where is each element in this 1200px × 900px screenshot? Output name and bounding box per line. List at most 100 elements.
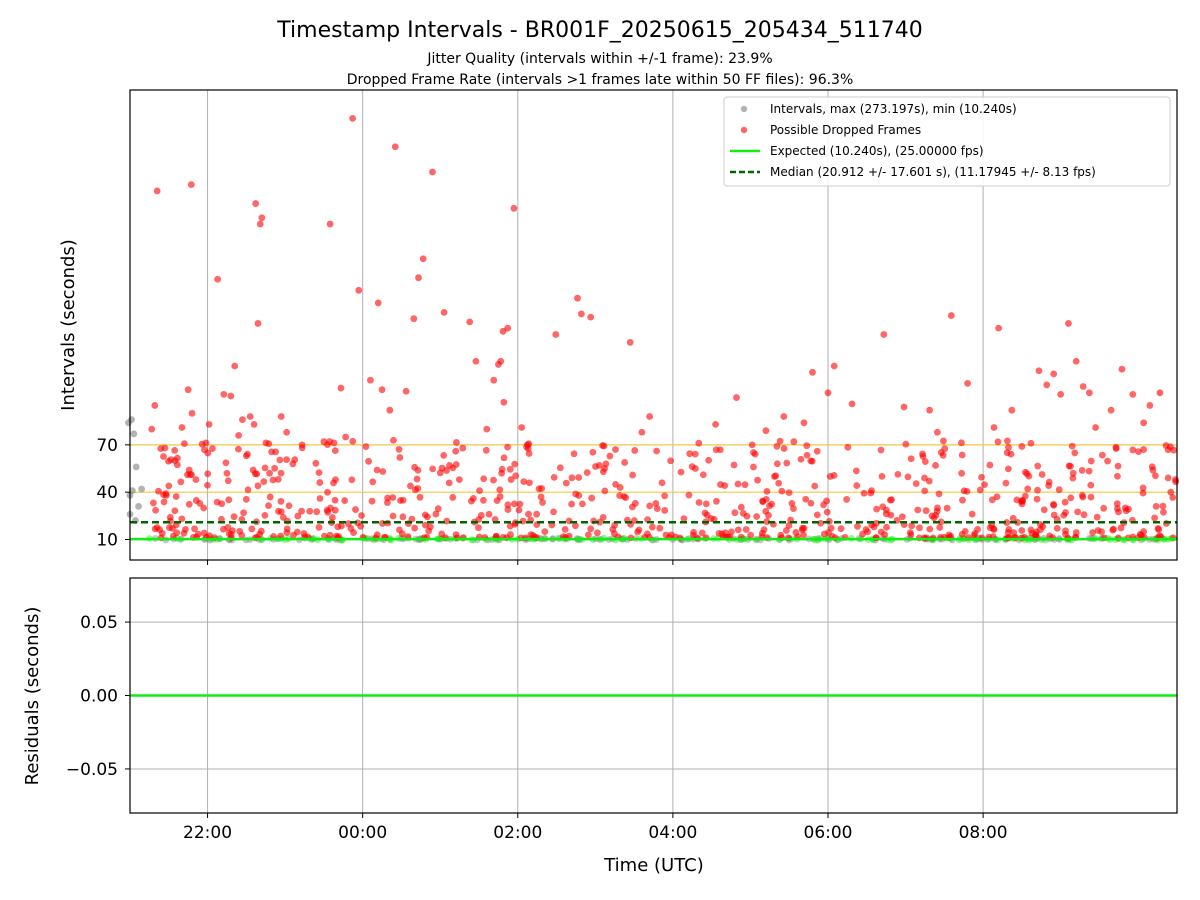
dropped-frame-point (235, 445, 242, 453)
dropped-frame-point (396, 454, 404, 461)
dropped-frame-point (699, 471, 707, 479)
dropped-frame-point (272, 448, 280, 456)
dropped-frame-point (455, 476, 463, 484)
interval-point (130, 430, 138, 438)
dropped-frame-point (577, 310, 585, 318)
dropped-frame-point (556, 464, 564, 472)
dropped-frame-point (626, 338, 634, 346)
dropped-frame-point (658, 479, 666, 487)
dropped-frame-point (480, 496, 487, 504)
dropped-frame-point (151, 402, 159, 409)
dropped-frame-point (277, 497, 285, 505)
dropped-frame-point (200, 504, 208, 512)
reference-lines (130, 521, 1177, 541)
dropped-frame-point (807, 457, 815, 465)
dropped-frame-point (579, 500, 586, 508)
dropped-frame-point (1089, 529, 1096, 536)
dropped-frame-point (541, 528, 549, 536)
dropped-frame-point (178, 515, 186, 523)
legend-interval-marker (740, 105, 748, 113)
dropped-frame-point (326, 531, 334, 539)
legend-dropped-marker (740, 126, 748, 134)
dropped-frame-point (324, 488, 331, 496)
dropped-frame-point (220, 390, 228, 398)
dropped-frame-point (186, 470, 194, 478)
dropped-frame-point (257, 527, 265, 535)
dropped-frame-point (374, 299, 382, 307)
dropped-frame-point (397, 497, 404, 504)
dropped-frame-point (1172, 476, 1179, 483)
dropped-frame-point (331, 447, 339, 454)
dropped-frame-point (788, 500, 796, 507)
dropped-frame-point (506, 465, 514, 473)
dropped-frame-point (737, 503, 745, 511)
dropped-frame-point (1055, 486, 1063, 494)
dropped-frame-point (357, 522, 365, 530)
legend: Intervals, max (273.197s), min (10.240s)… (723, 96, 1171, 187)
dropped-frame-point (1009, 514, 1017, 522)
dropped-frame-point (800, 531, 807, 539)
dropped-frame-point (653, 447, 660, 455)
dropped-frame-point (1003, 519, 1011, 526)
dropped-frame-point (445, 479, 453, 487)
dropped-frame-point (1053, 524, 1061, 532)
dropped-frame-point (809, 368, 816, 376)
dropped-frame-point (358, 512, 365, 519)
dropped-frame-point (389, 512, 397, 520)
dropped-frame-point (964, 379, 971, 387)
dropped-frame-point (701, 509, 709, 517)
dropped-frame-point (807, 499, 815, 507)
dropped-frame-point (352, 506, 359, 513)
dropped-frame-point (306, 507, 314, 515)
dropped-frame-point (902, 440, 910, 448)
dropped-frame-point (646, 502, 654, 510)
dropped-frame-point (587, 525, 595, 533)
legend-dropped-label: Possible Dropped Frames (770, 123, 921, 137)
dropped-frame-point (1156, 389, 1164, 397)
dropped-frame-point (1087, 481, 1095, 489)
dropped-frame-point (402, 387, 410, 395)
dropped-frame-point (326, 220, 334, 228)
dropped-frame-point (656, 524, 664, 532)
dropped-frame-point (1050, 501, 1058, 509)
dropped-frame-point (414, 485, 422, 492)
dropped-frame-point (252, 200, 260, 207)
dropped-frame-point (1085, 467, 1093, 475)
dropped-frame-point (1129, 390, 1137, 398)
dropped-frame-point (432, 510, 440, 518)
dropped-frame-point (533, 510, 541, 518)
dropped-frame-point (677, 468, 685, 476)
dropped-frame-point (194, 530, 202, 538)
dropped-frame-point (826, 473, 834, 480)
dropped-frame-point (922, 507, 930, 515)
dropped-frame-point (783, 459, 791, 467)
dropped-frame-point (169, 524, 176, 532)
dropped-frame-point (191, 525, 198, 533)
dropped-frame-point (391, 143, 399, 151)
dropped-frame-point (873, 505, 881, 513)
dropped-frame-point (932, 462, 939, 469)
dropped-frame-point (483, 425, 491, 433)
dropped-frame-point (1149, 466, 1157, 474)
dropped-frame-point (803, 451, 811, 459)
dropped-frame-point (332, 476, 339, 484)
dropped-frame-point (177, 478, 185, 486)
dropped-frame-point (338, 522, 345, 530)
dropped-frame-point (399, 513, 407, 521)
dropped-frame-point (782, 527, 790, 534)
dropped-frame-point (220, 525, 227, 533)
dropped-frame-point (1159, 502, 1167, 510)
dropped-frame-point (904, 473, 912, 481)
dropped-frame-point (277, 413, 285, 420)
dropped-frame-point (300, 530, 308, 537)
dropped-frame-point (1140, 446, 1148, 453)
dropped-frame-point (419, 255, 427, 263)
dropped-frame-point (398, 530, 406, 538)
dropped-frame-point (386, 406, 394, 414)
dropped-frame-point (341, 497, 349, 504)
dropped-frame-point (635, 526, 643, 534)
dropped-frame-point (1164, 446, 1172, 454)
dropped-frame-point (778, 487, 786, 495)
dropped-frame-point (1004, 465, 1012, 473)
dropped-frame-point (1040, 506, 1048, 514)
